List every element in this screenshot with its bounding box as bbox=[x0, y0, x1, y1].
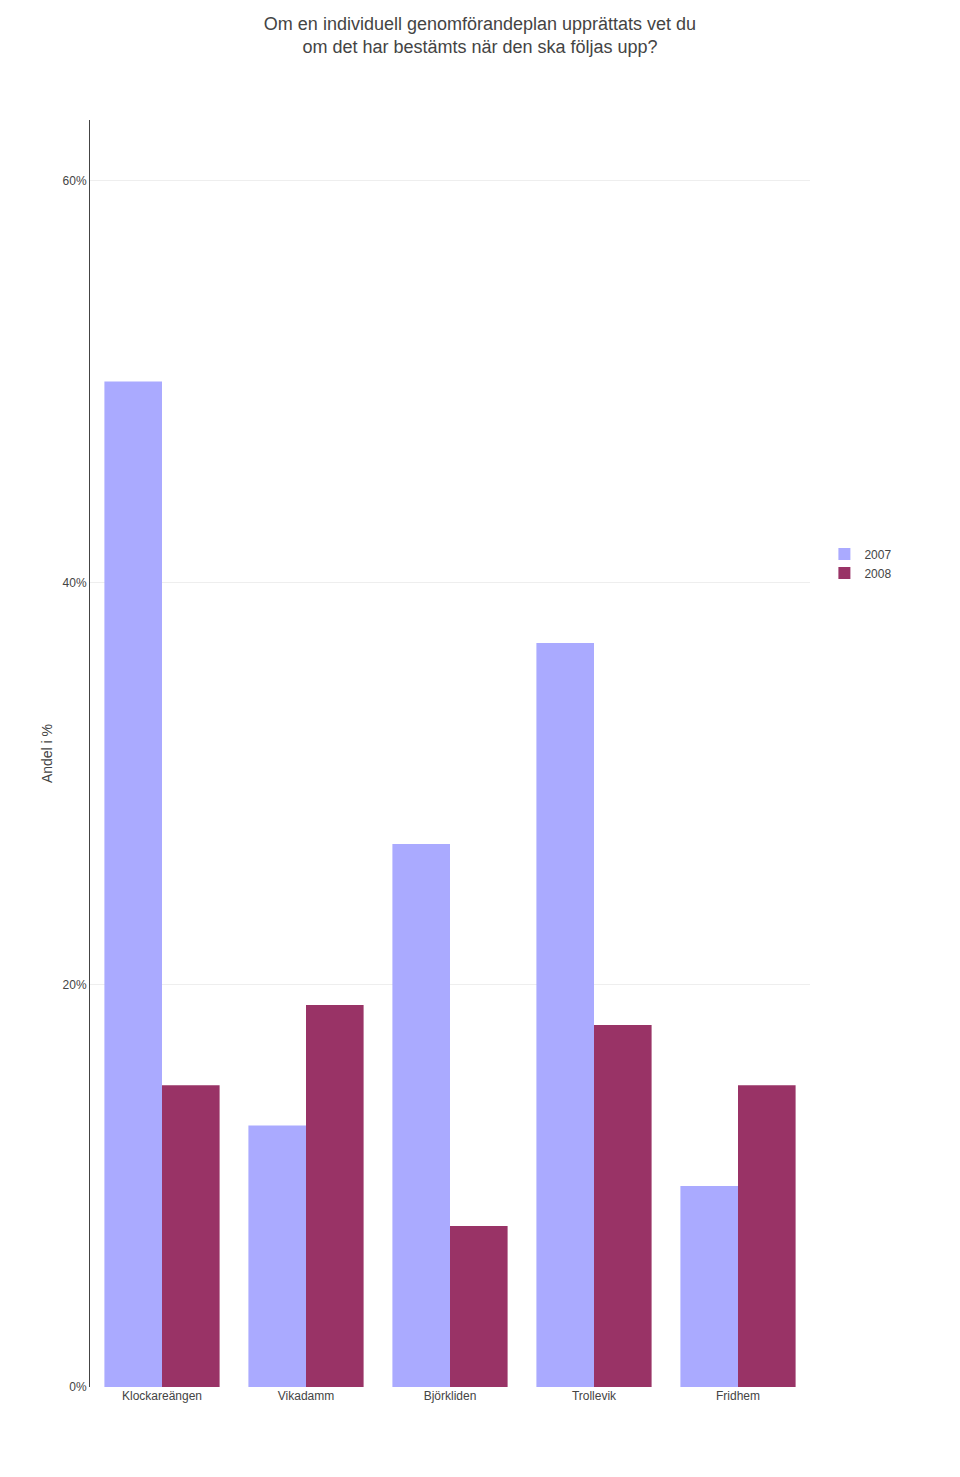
svg-text:40%: 40% bbox=[63, 576, 87, 590]
svg-text:0%: 0% bbox=[69, 1380, 87, 1394]
svg-text:Vikadamm: Vikadamm bbox=[278, 1389, 334, 1403]
svg-text:20%: 20% bbox=[63, 978, 87, 992]
svg-text:60%: 60% bbox=[63, 174, 87, 188]
svg-text:Björkliden: Björkliden bbox=[424, 1389, 477, 1403]
svg-text:Om en individuell genomförande: Om en individuell genomförandeplan upprä… bbox=[264, 14, 696, 57]
svg-text:Fridhem: Fridhem bbox=[716, 1389, 760, 1403]
svg-text:Klockareängen: Klockareängen bbox=[122, 1389, 202, 1403]
svg-text:Trollevik: Trollevik bbox=[572, 1389, 617, 1403]
svg-text:2008: 2008 bbox=[864, 567, 891, 581]
svg-text:Andel i %: Andel i % bbox=[39, 724, 55, 783]
svg-text:2007: 2007 bbox=[864, 548, 891, 562]
